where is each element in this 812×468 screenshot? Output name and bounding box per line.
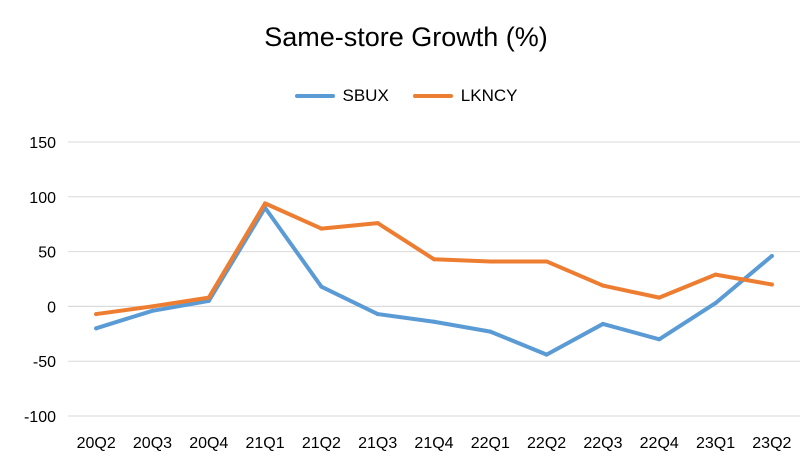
data-point-lkncy — [206, 295, 211, 300]
data-point-lkncy — [488, 259, 493, 264]
data-point-lkncy — [713, 272, 718, 277]
chart-title: Same-store Growth (%) — [264, 22, 548, 52]
x-tick-label: 22Q4 — [640, 435, 679, 452]
legend: SBUX LKNCY — [0, 86, 812, 106]
legend-label-sbux: SBUX — [342, 86, 389, 105]
data-point-sbux — [150, 308, 155, 313]
y-tick-label: -50 — [33, 354, 56, 371]
x-tick-label: 21Q2 — [302, 435, 341, 452]
data-point-sbux — [432, 319, 436, 324]
x-tick-label: 20Q4 — [189, 435, 228, 452]
data-point-lkncy — [600, 283, 605, 288]
data-point-sbux — [319, 284, 324, 289]
data-point-lkncy — [150, 304, 155, 309]
y-tick-label: 100 — [29, 190, 56, 207]
y-tick-label: 0 — [47, 299, 56, 316]
data-point-sbux — [713, 301, 718, 306]
data-point-lkncy — [544, 259, 549, 264]
x-tick-label: 22Q3 — [583, 435, 622, 452]
legend-swatch-sbux — [294, 94, 335, 98]
y-tick-label: -100 — [24, 409, 56, 426]
x-tick-label: 21Q1 — [246, 435, 285, 452]
data-point-sbux — [375, 312, 380, 317]
data-point-sbux — [206, 298, 211, 303]
data-point-lkncy — [432, 257, 436, 262]
y-tick-label: 150 — [29, 135, 56, 152]
x-tick-label: 20Q2 — [77, 435, 116, 452]
data-point-sbux — [488, 329, 493, 334]
legend-item-sbux: SBUX — [294, 86, 389, 106]
legend-item-lkncy: LKNCY — [412, 86, 518, 106]
series-line-sbux — [94, 205, 774, 357]
x-tick-label: 23Q2 — [752, 435, 791, 452]
data-point-sbux — [94, 326, 99, 331]
x-tick-label: 21Q4 — [414, 435, 453, 452]
x-tick-label: 22Q1 — [471, 435, 510, 452]
y-tick-label: 50 — [38, 245, 56, 262]
data-point-lkncy — [657, 295, 662, 300]
data-point-lkncy — [375, 221, 380, 226]
data-point-sbux — [600, 321, 605, 326]
x-tick-label: 20Q3 — [133, 435, 172, 452]
x-tick-label: 21Q3 — [358, 435, 397, 452]
data-point-sbux — [769, 253, 774, 258]
data-point-lkncy — [263, 201, 268, 206]
x-tick-label: 22Q2 — [527, 435, 566, 452]
x-tick-label: 23Q1 — [696, 435, 735, 452]
legend-label-lkncy: LKNCY — [460, 86, 518, 105]
data-point-lkncy — [94, 312, 99, 317]
legend-swatch-lkncy — [412, 94, 453, 98]
data-point-lkncy — [769, 282, 774, 287]
data-point-lkncy — [319, 226, 324, 231]
data-point-sbux — [657, 337, 662, 342]
data-point-sbux — [544, 352, 549, 357]
